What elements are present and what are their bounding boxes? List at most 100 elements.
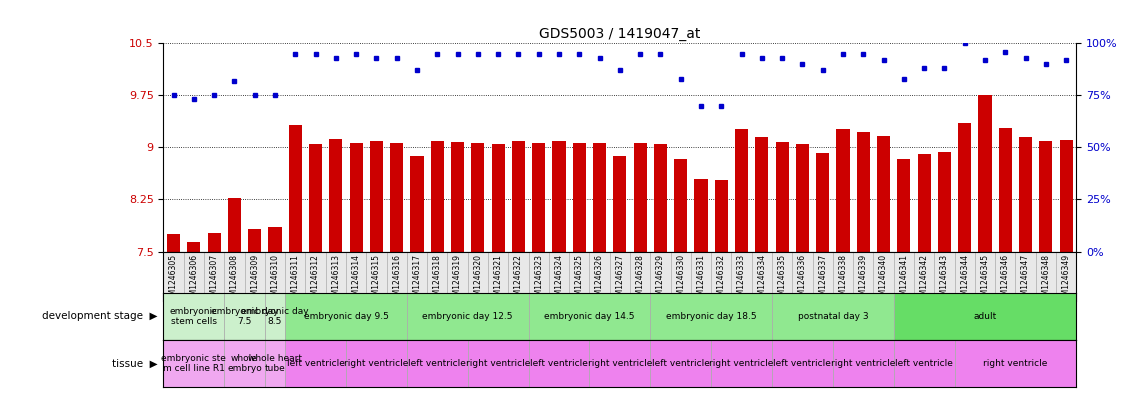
Bar	[816, 153, 829, 252]
Bar	[857, 132, 870, 252]
Bar	[370, 141, 383, 252]
Text: GSM1246346: GSM1246346	[1001, 254, 1010, 305]
Text: GSM1246331: GSM1246331	[696, 254, 706, 305]
Text: embryonic day 18.5: embryonic day 18.5	[666, 312, 756, 321]
Text: GSM1246307: GSM1246307	[210, 254, 219, 305]
Text: GSM1246322: GSM1246322	[514, 254, 523, 305]
Bar	[917, 154, 931, 252]
Bar	[573, 143, 586, 252]
Text: right ventricle: right ventricle	[709, 359, 774, 368]
Text: GSM1246329: GSM1246329	[656, 254, 665, 305]
Text: embryonic day
8.5: embryonic day 8.5	[241, 307, 309, 326]
Bar	[833, 340, 894, 387]
Bar	[349, 143, 363, 252]
Bar	[410, 156, 424, 252]
Bar	[346, 340, 407, 387]
Bar	[711, 340, 772, 387]
Bar	[228, 198, 241, 252]
Bar	[552, 141, 566, 252]
Text: GSM1246333: GSM1246333	[737, 254, 746, 305]
Text: GSM1246345: GSM1246345	[980, 254, 990, 305]
Text: right ventricle: right ventricle	[983, 359, 1048, 368]
Text: GSM1246324: GSM1246324	[554, 254, 564, 305]
Bar	[187, 242, 201, 252]
Text: GSM1246349: GSM1246349	[1062, 254, 1071, 305]
Bar	[1039, 141, 1053, 252]
Bar	[285, 293, 407, 340]
Text: GSM1246325: GSM1246325	[575, 254, 584, 305]
Text: GSM1246337: GSM1246337	[818, 254, 827, 305]
Text: GSM1246336: GSM1246336	[798, 254, 807, 305]
Bar	[224, 293, 265, 340]
Text: GSM1246328: GSM1246328	[636, 254, 645, 305]
Bar	[897, 159, 911, 252]
Bar	[468, 340, 529, 387]
Bar	[836, 129, 850, 252]
Text: GSM1246348: GSM1246348	[1041, 254, 1050, 305]
Text: GSM1246312: GSM1246312	[311, 254, 320, 305]
Text: GSM1246318: GSM1246318	[433, 254, 442, 305]
Bar	[431, 141, 444, 252]
Bar	[407, 340, 468, 387]
Text: GSM1246327: GSM1246327	[615, 254, 624, 305]
Bar	[654, 144, 667, 252]
Bar	[999, 128, 1012, 252]
Bar	[407, 293, 529, 340]
Text: GSM1246344: GSM1246344	[960, 254, 969, 305]
Bar	[285, 340, 346, 387]
Bar	[248, 229, 261, 252]
Bar	[224, 340, 265, 387]
Text: GSM1246330: GSM1246330	[676, 254, 685, 305]
Bar	[532, 143, 545, 252]
Bar	[938, 152, 951, 252]
Text: whole
embryo: whole embryo	[228, 354, 261, 373]
Text: left ventricle: left ventricle	[773, 359, 832, 368]
Text: GSM1246338: GSM1246338	[838, 254, 848, 305]
Bar	[268, 227, 282, 252]
Text: GSM1246310: GSM1246310	[270, 254, 279, 305]
Text: tissue  ▶: tissue ▶	[113, 358, 158, 369]
Bar	[390, 143, 403, 252]
Text: GSM1246323: GSM1246323	[534, 254, 543, 305]
Text: postnatal day 3: postnatal day 3	[798, 312, 868, 321]
Text: GSM1246335: GSM1246335	[778, 254, 787, 305]
Text: GSM1246308: GSM1246308	[230, 254, 239, 305]
Text: embryonic
stem cells: embryonic stem cells	[170, 307, 218, 326]
Text: GSM1246339: GSM1246339	[859, 254, 868, 305]
Bar	[512, 141, 525, 252]
Text: GSM1246320: GSM1246320	[473, 254, 482, 305]
Text: embryonic ste
m cell line R1: embryonic ste m cell line R1	[161, 354, 227, 373]
Bar	[694, 178, 708, 252]
Bar	[755, 137, 769, 252]
Text: GSM1246309: GSM1246309	[250, 254, 259, 305]
Bar	[715, 180, 728, 252]
Text: GSM1246332: GSM1246332	[717, 254, 726, 305]
Bar	[163, 293, 224, 340]
Text: right ventricle: right ventricle	[465, 359, 531, 368]
Text: GSM1246319: GSM1246319	[453, 254, 462, 305]
Text: GSM1246317: GSM1246317	[412, 254, 421, 305]
Bar	[633, 143, 647, 252]
Bar	[265, 293, 285, 340]
Bar	[529, 293, 650, 340]
Bar	[589, 340, 650, 387]
Text: GSM1246340: GSM1246340	[879, 254, 888, 305]
Bar	[1059, 140, 1073, 252]
Bar	[894, 293, 1076, 340]
Text: right ventricle: right ventricle	[344, 359, 409, 368]
Text: GSM1246314: GSM1246314	[352, 254, 361, 305]
Text: GSM1246315: GSM1246315	[372, 254, 381, 305]
Bar	[207, 233, 221, 252]
Bar	[613, 156, 627, 252]
Text: embryonic day
7.5: embryonic day 7.5	[211, 307, 278, 326]
Text: left ventricle: left ventricle	[286, 359, 345, 368]
Bar	[772, 340, 833, 387]
Text: development stage  ▶: development stage ▶	[43, 311, 158, 321]
Text: GSM1246305: GSM1246305	[169, 254, 178, 305]
Text: GSM1246313: GSM1246313	[331, 254, 340, 305]
Bar	[471, 143, 485, 252]
Text: left ventricle: left ventricle	[530, 359, 588, 368]
Bar	[650, 340, 711, 387]
Text: whole heart
tube: whole heart tube	[248, 354, 302, 373]
Text: right ventricle: right ventricle	[831, 359, 896, 368]
